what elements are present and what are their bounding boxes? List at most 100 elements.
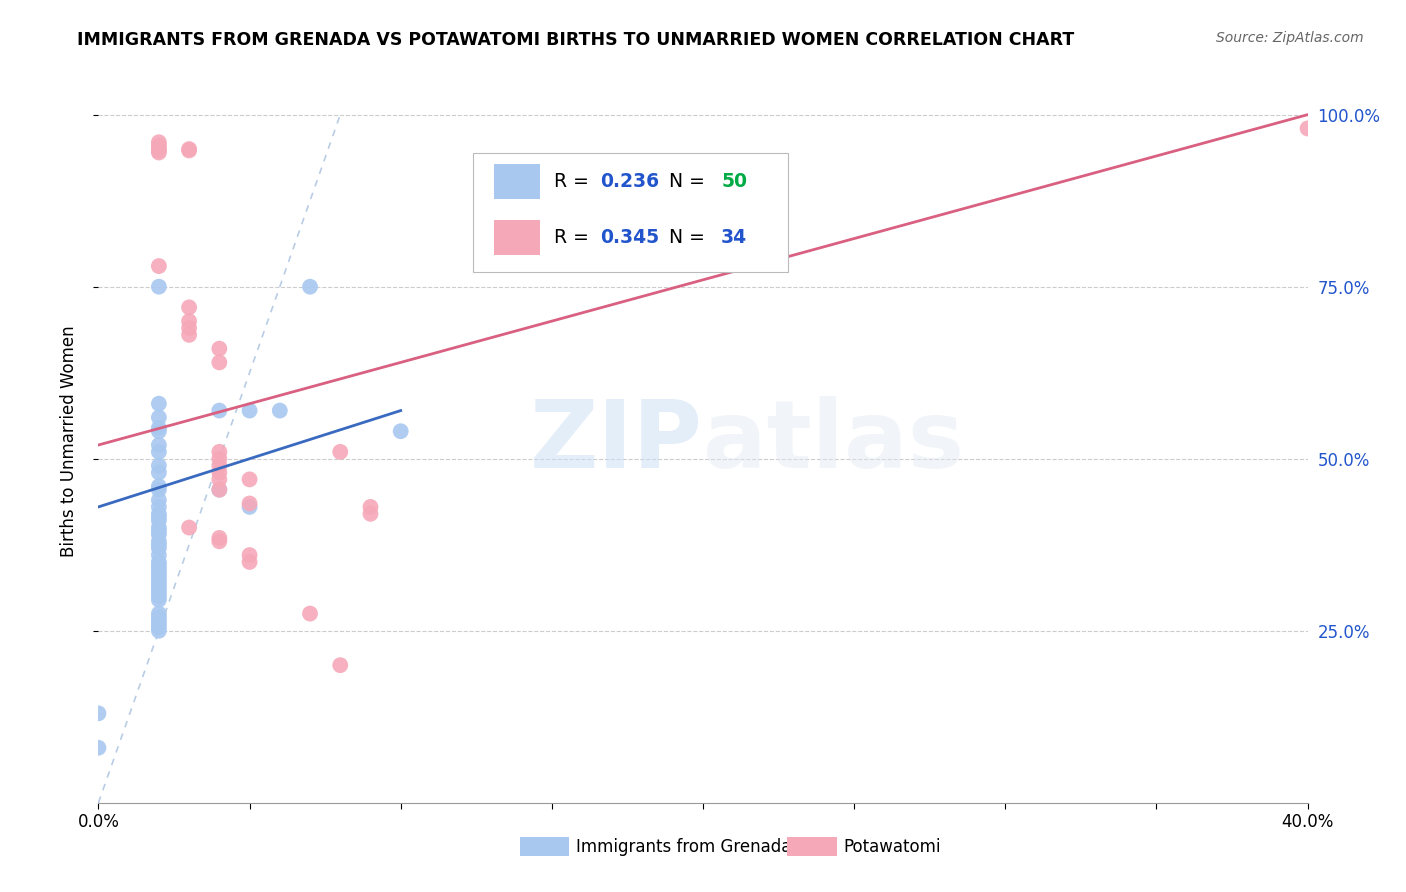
- Point: [239, 472, 262, 486]
- Point: [148, 538, 170, 552]
- Point: [179, 142, 201, 156]
- Point: [179, 301, 201, 315]
- Point: [148, 479, 170, 493]
- Point: [148, 555, 170, 569]
- Point: [179, 314, 201, 328]
- Point: [148, 566, 170, 580]
- Point: [148, 592, 170, 607]
- Point: [148, 524, 170, 538]
- Point: [179, 520, 201, 534]
- Point: [87, 740, 110, 755]
- Point: [239, 403, 262, 417]
- FancyBboxPatch shape: [474, 153, 787, 272]
- Text: IMMIGRANTS FROM GRENADA VS POTAWATOMI BIRTHS TO UNMARRIED WOMEN CORRELATION CHAR: IMMIGRANTS FROM GRENADA VS POTAWATOMI BI…: [77, 31, 1074, 49]
- Point: [148, 586, 170, 600]
- Point: [239, 548, 262, 562]
- Point: [148, 541, 170, 556]
- Point: [208, 445, 231, 459]
- Point: [148, 568, 170, 582]
- Point: [1296, 121, 1319, 136]
- Point: [208, 472, 231, 486]
- Text: atlas: atlas: [703, 395, 965, 488]
- Point: [208, 483, 231, 497]
- Point: [148, 424, 170, 438]
- Point: [148, 493, 170, 508]
- Point: [148, 607, 170, 621]
- Point: [148, 421, 170, 435]
- Point: [148, 483, 170, 497]
- Point: [299, 279, 322, 293]
- Text: 34: 34: [721, 228, 747, 247]
- Point: [239, 500, 262, 514]
- Point: [87, 706, 110, 721]
- Point: [148, 616, 170, 631]
- Point: [208, 342, 231, 356]
- Point: [269, 403, 291, 417]
- Point: [148, 397, 170, 411]
- Point: [148, 610, 170, 624]
- Text: Immigrants from Grenada: Immigrants from Grenada: [576, 838, 792, 855]
- Point: [329, 445, 352, 459]
- Point: [148, 582, 170, 597]
- Point: [148, 410, 170, 425]
- Point: [208, 483, 231, 497]
- Text: Potawatomi: Potawatomi: [844, 838, 941, 855]
- Point: [148, 575, 170, 590]
- Point: [148, 579, 170, 593]
- FancyBboxPatch shape: [494, 220, 540, 255]
- Text: Source: ZipAtlas.com: Source: ZipAtlas.com: [1216, 31, 1364, 45]
- Point: [148, 624, 170, 638]
- Point: [148, 520, 170, 534]
- Point: [148, 142, 170, 156]
- Point: [148, 145, 170, 160]
- Point: [329, 658, 352, 673]
- Point: [208, 451, 231, 466]
- Point: [148, 510, 170, 524]
- Point: [148, 548, 170, 562]
- Point: [148, 144, 170, 158]
- Point: [148, 500, 170, 514]
- Point: [148, 534, 170, 549]
- Point: [148, 259, 170, 273]
- Text: ZIP: ZIP: [530, 395, 703, 488]
- Point: [208, 403, 231, 417]
- Point: [208, 531, 231, 545]
- Point: [239, 496, 262, 510]
- Point: [299, 607, 322, 621]
- Point: [148, 138, 170, 153]
- FancyBboxPatch shape: [494, 164, 540, 199]
- Point: [148, 527, 170, 541]
- Point: [602, 231, 624, 245]
- Point: [179, 327, 201, 342]
- Text: N =: N =: [657, 228, 711, 247]
- Point: [148, 562, 170, 576]
- Text: 0.236: 0.236: [600, 172, 659, 191]
- Point: [239, 555, 262, 569]
- Point: [148, 614, 170, 628]
- Point: [148, 466, 170, 480]
- Point: [208, 534, 231, 549]
- Text: 0.345: 0.345: [600, 228, 659, 247]
- Point: [208, 466, 231, 480]
- Point: [208, 355, 231, 369]
- Point: [208, 458, 231, 473]
- Text: R =: R =: [554, 172, 595, 191]
- Point: [179, 321, 201, 335]
- Point: [148, 514, 170, 528]
- Point: [389, 424, 412, 438]
- Point: [148, 590, 170, 604]
- Point: [148, 445, 170, 459]
- Point: [148, 135, 170, 149]
- Text: N =: N =: [657, 172, 711, 191]
- Point: [148, 620, 170, 634]
- Point: [179, 144, 201, 158]
- Point: [148, 279, 170, 293]
- Text: 50: 50: [721, 172, 747, 191]
- Point: [148, 572, 170, 586]
- Point: [148, 558, 170, 573]
- Point: [360, 507, 382, 521]
- Point: [148, 438, 170, 452]
- Text: R =: R =: [554, 228, 595, 247]
- Y-axis label: Births to Unmarried Women: Births to Unmarried Women: [59, 326, 77, 558]
- Point: [360, 500, 382, 514]
